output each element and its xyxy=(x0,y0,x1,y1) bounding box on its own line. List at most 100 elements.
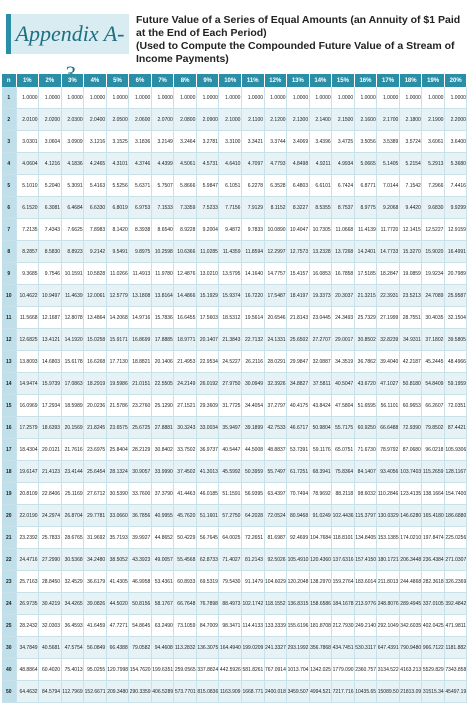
factor-cell: 6.8771 xyxy=(354,174,378,197)
title-line: Future Value of a Series of Equal Amount… xyxy=(136,14,461,39)
factor-cell: 13.5795 xyxy=(218,262,242,285)
column-header: 16% xyxy=(354,74,378,87)
factor-cell: 11.5668 xyxy=(16,306,40,329)
factor-cell: 30.3243 xyxy=(173,416,197,439)
factor-cell: 34.9311 xyxy=(399,328,423,351)
factor-cell: 10.9497 xyxy=(38,284,62,307)
column-header: 4% xyxy=(83,74,107,87)
factor-cell: 11.9780 xyxy=(151,262,175,285)
factor-cell: 11.0266 xyxy=(106,262,130,285)
factor-cell: 10.2598 xyxy=(151,240,175,263)
factor-cell: 8.5830 xyxy=(38,240,62,263)
factor-cell: 30.5390 xyxy=(106,482,130,505)
factor-cell: 6.3528 xyxy=(264,174,288,197)
factor-cell: 4.7793 xyxy=(264,152,288,175)
factor-cell: 18.4197 xyxy=(286,284,310,307)
factor-cell: 138.1664 xyxy=(421,482,445,505)
period-cell: 24 xyxy=(2,592,17,615)
factor-cell: 71.6730 xyxy=(354,438,378,461)
factor-cell: 28.6765 xyxy=(61,526,85,549)
factor-cell: 26.2116 xyxy=(241,350,265,373)
factor-cell: 114.4133 xyxy=(241,614,265,637)
column-header: 3% xyxy=(61,74,85,87)
table-body: 1 1.0000 1.0000 1.0000 1.0000 1.0000 1.0000 1.0… xyxy=(2,87,468,703)
period-cell: 15 xyxy=(2,394,17,417)
factor-cell: 1.0000 xyxy=(61,87,85,109)
factor-cell: 27.1999 xyxy=(376,306,400,329)
factor-cell: 23.6975 xyxy=(83,438,107,461)
factor-cell: 16.7220 xyxy=(241,284,265,307)
factor-cell: 5529.829 xyxy=(421,658,445,681)
factor-cell: 21.4953 xyxy=(173,350,197,373)
factor-cell: 76.7898 xyxy=(196,592,220,615)
factor-cell: 10.6366 xyxy=(173,240,197,263)
title-line: (Used to Compute the Compounded Future V… xyxy=(136,40,455,65)
period-cell: 9 xyxy=(2,262,17,285)
factor-cell: 7343.858 xyxy=(444,658,468,681)
factor-cell: 282.3618 xyxy=(421,570,445,593)
factor-cell: 56.9395 xyxy=(241,482,265,505)
factor-cell: 98.3471 xyxy=(218,614,242,637)
factor-cell: 225.0256 xyxy=(444,526,468,549)
factor-cell: 3.3421 xyxy=(241,130,265,153)
factor-cell: 28.1324 xyxy=(106,460,130,483)
factor-cell: 9.3685 xyxy=(16,262,40,285)
factor-cell: 5.4163 xyxy=(83,174,107,197)
factor-cell: 17.7130 xyxy=(106,350,130,373)
factor-cell: 6.4684 xyxy=(61,196,85,219)
factor-cell: 292.1049 xyxy=(376,614,400,637)
factor-cell: 293.1992 xyxy=(286,636,310,659)
factor-cell: 25.6502 xyxy=(286,328,310,351)
factor-cell: 3.1525 xyxy=(106,130,130,153)
column-header: 14% xyxy=(309,74,333,87)
factor-cell: 7.2966 xyxy=(421,174,445,197)
table-row: 14 14.9474 15.9739 17.0863 18.2919 19.5986 21.… xyxy=(2,372,468,395)
factor-cell: 16.0969 xyxy=(16,394,40,417)
factor-cell: 72.0351 xyxy=(444,394,468,417)
factor-cell: 110.2846 xyxy=(376,482,400,505)
factor-cell: 40.5681 xyxy=(38,636,62,659)
factor-cell: 3.6400 xyxy=(444,130,468,153)
factor-cell: 43.3923 xyxy=(128,548,152,571)
factor-cell: 12.0061 xyxy=(83,284,107,307)
factor-cell: 1.0000 xyxy=(376,87,400,109)
factor-cell: 66.4388 xyxy=(106,636,130,659)
factor-cell: 37.5811 xyxy=(309,372,333,395)
factor-cell: 15.9739 xyxy=(38,372,62,395)
factor-cell: 92.4699 xyxy=(286,526,310,549)
period-cell: 1 xyxy=(2,87,17,109)
factor-cell: 96.0218 xyxy=(421,438,445,461)
factor-cell: 37.3790 xyxy=(151,482,175,505)
factor-cell: 63.4397 xyxy=(264,482,288,505)
table-row: 18 19.6147 21.4123 23.4144 25.6454 28.1324 30.… xyxy=(2,460,468,483)
factor-cell: 1.0000 xyxy=(241,87,265,109)
factor-cell: 42.7533 xyxy=(264,416,288,439)
factor-cell: 72.2651 xyxy=(241,526,265,549)
factor-cell: 63.2490 xyxy=(151,614,175,637)
factor-cell: 248.8076 xyxy=(376,592,400,615)
factor-cell: 134.8405 xyxy=(354,526,378,549)
factor-cell: 19.5614 xyxy=(241,306,265,329)
factor-cell: 259.0565 xyxy=(173,658,197,681)
factor-cell: 1013.704 xyxy=(286,658,310,681)
factor-cell: 60.4020 xyxy=(38,658,62,681)
factor-cell: 71.4027 xyxy=(218,548,242,571)
factor-cell: 9.2068 xyxy=(376,196,400,219)
factor-cell: 9.7833 xyxy=(241,218,265,241)
factor-cell: 53.7391 xyxy=(286,438,310,461)
factor-cell: 61.7251 xyxy=(286,460,310,483)
factor-cell: 25.6454 xyxy=(83,460,107,483)
factor-cell: 24.5227 xyxy=(218,350,242,373)
factor-cell: 4.7097 xyxy=(241,152,265,175)
header-row: n 1% 2% 3% 4% 5% 6% 7% 8% 9% 10% 11% 12% 13% 14% 15% 16%… xyxy=(2,74,468,87)
table-row: 12 12.6825 13.4121 14.1920 15.0258 15.9171 16.… xyxy=(2,328,468,351)
factor-cell: 1.0000 xyxy=(151,87,175,109)
factor-cell: 337.8824 xyxy=(196,658,220,681)
factor-cell: 11.0285 xyxy=(196,240,220,263)
factor-cell: 25.6725 xyxy=(128,416,152,439)
factor-cell: 6.2278 xyxy=(241,174,265,197)
period-cell: 11 xyxy=(2,306,17,329)
column-header: 10% xyxy=(218,74,242,87)
factor-cell: 4.9211 xyxy=(309,152,333,175)
factor-cell: 39.0826 xyxy=(83,592,107,615)
